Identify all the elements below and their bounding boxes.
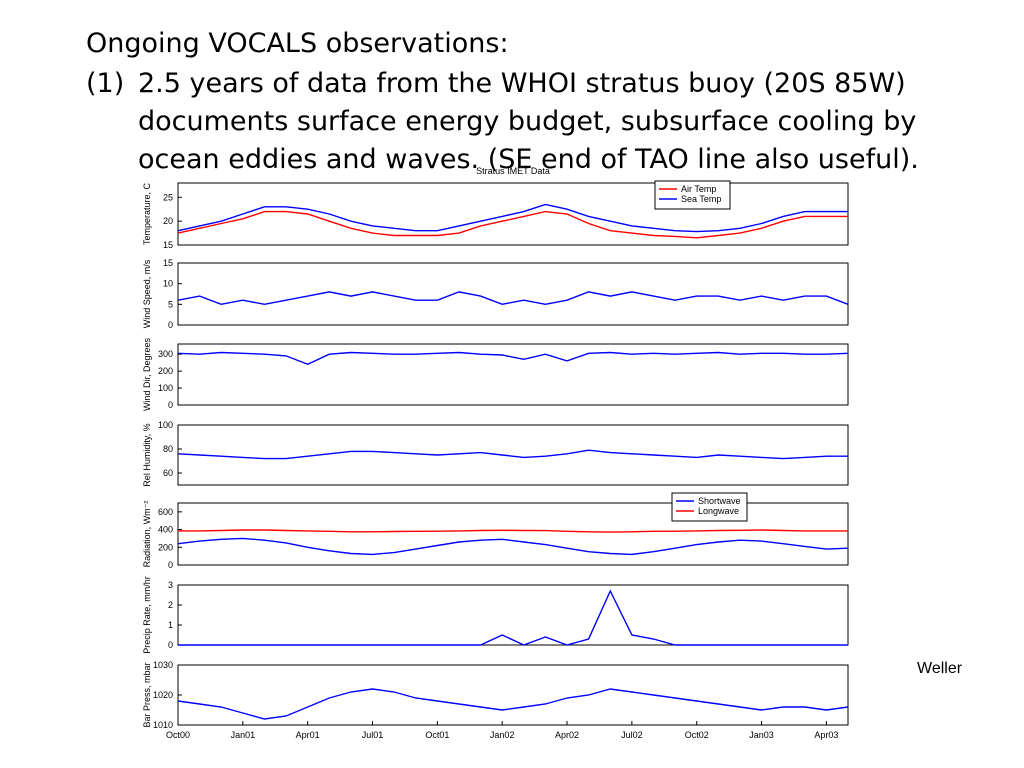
legend-box [671,492,748,522]
item-line: 2.5 years of data from the WHOI stratus … [138,68,906,99]
item-line: ocean eddies and waves. (SE end of TAO l… [138,144,919,175]
y-tick-label: 1010 [153,720,173,730]
y-tick-label: 0 [168,320,173,330]
x-tick-label: Apr03 [814,730,838,740]
x-tick-label: Jan03 [749,730,774,740]
y-tick-label: 400 [158,525,173,535]
legend-box [654,180,731,210]
y-axis-label: Precip Rate, mm/hr [142,576,152,654]
y-tick-label: 0 [168,400,173,410]
x-tick-label: Jul01 [362,730,384,740]
y-tick-label: 1030 [153,660,173,670]
y-axis-label: Temperature, C [142,182,152,245]
y-tick-label: 300 [158,349,173,359]
plot-frame [177,343,849,406]
y-tick-label: 10 [163,279,173,289]
item-line: documents surface energy budget, subsurf… [138,106,916,137]
legend-label: Longwave [698,506,739,516]
plot-frame [177,584,849,646]
chart-title: Stratus IMET Data [476,166,550,176]
data-line [177,688,849,720]
credit: Weller [917,660,963,677]
x-tick-label: Jul02 [621,730,643,740]
item-marker: (1) [86,68,124,99]
y-tick-label: 0 [168,560,173,570]
y-axis-label: Rel Humidity, % [142,423,152,486]
data-line [177,203,848,233]
y-tick-label: 100 [158,383,173,393]
y-tick-label: 3 [168,580,173,590]
data-line [178,589,848,646]
plot-frame [177,182,849,246]
x-tick-label: Jan01 [231,730,256,740]
y-tick-label: 100 [158,420,173,430]
heading: Ongoing VOCALS observations: [86,28,509,59]
data-line [177,449,848,460]
legend-label: Sea Temp [681,194,721,204]
data-line [177,291,849,306]
y-axis-label: Wind Dir, Degrees [142,337,152,411]
y-tick-label: 1 [168,620,173,630]
x-tick-label: Oct01 [425,730,449,740]
y-tick-label: 20 [163,216,173,226]
y-axis-label: Wind Speed, m/s [142,259,152,328]
y-tick-label: 2 [168,600,173,610]
legend-label: Shortwave [698,496,741,506]
y-tick-label: 15 [163,240,173,250]
data-line [177,351,849,366]
y-tick-label: 25 [163,192,173,202]
y-tick-label: 5 [168,299,173,309]
y-tick-label: 600 [158,507,173,517]
y-tick-label: 80 [163,444,173,454]
y-tick-label: 200 [158,366,173,376]
plot-frame [177,424,849,486]
x-tick-label: Oct02 [685,730,709,740]
plot-frame [177,664,849,726]
y-tick-label: 60 [163,468,173,478]
y-axis-label: Bar Press, mbar [142,662,152,727]
x-tick-label: Jan02 [490,730,515,740]
plot-frame [177,502,849,566]
y-axis-label: Radiation, Wm⁻² [142,501,152,568]
data-line [177,537,849,556]
data-line [177,210,848,239]
y-tick-label: 200 [158,542,173,552]
y-tick-label: 1020 [153,690,173,700]
x-tick-label: Apr01 [296,730,320,740]
data-line [178,529,848,533]
legend-label: Air Temp [681,184,716,194]
x-tick-label: Oct00 [166,730,190,740]
y-tick-label: 0 [168,640,173,650]
y-tick-label: 15 [163,258,173,268]
plot-frame [177,262,849,326]
x-tick-label: Apr02 [555,730,579,740]
